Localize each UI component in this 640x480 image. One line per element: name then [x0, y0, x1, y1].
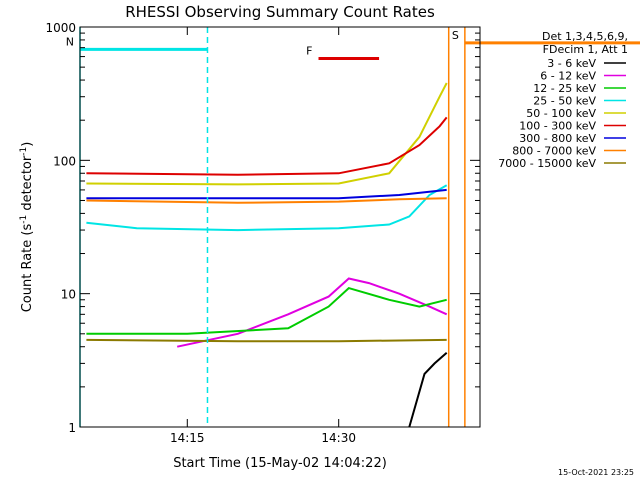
legend-label-50-100-kev: 50 - 100 keV	[526, 107, 596, 120]
y-axis-label: Count Rate (s-1 detector-1)	[19, 142, 35, 313]
series-6-12-kev	[176, 277, 448, 348]
series-25-50-kev-line-1	[86, 184, 448, 232]
series-12-25-kev-line-1	[86, 286, 447, 335]
y-tick-label-1000: 1000	[45, 21, 76, 35]
y-axis-label-prefix: Count Rate (s	[20, 224, 35, 313]
series-3-6-kev-line-1	[408, 352, 448, 428]
x-axis-label: Start Time (15-May-02 14:04:22)	[173, 456, 387, 471]
legend-label-300-800-kev: 300 - 800 keV	[519, 132, 596, 145]
series-800-7000-kev-line-1	[86, 197, 447, 204]
series-300-800-kev	[86, 188, 447, 200]
series-7000-15000-kev-line-1	[86, 338, 447, 343]
y-axis-label-superscript-2: -1	[19, 147, 29, 156]
legend-label-100-300-kev: 100 - 300 keV	[519, 120, 596, 133]
series-50-100-kev-line-1	[86, 82, 448, 186]
series-12-25-kev	[86, 286, 447, 335]
legend-label-25-50-kev: 25 - 50 keV	[533, 95, 596, 108]
y-axis-label-suffix: )	[20, 142, 35, 147]
series-100-300-kev	[86, 116, 448, 176]
flag-label-s-1: S	[452, 29, 459, 42]
series-25-50-kev	[86, 184, 448, 232]
legend-label-7000-15000-kev: 7000 - 15000 keV	[498, 157, 596, 170]
series-layer	[86, 82, 448, 428]
generation-timestamp: 15-Oct-2021 23:25	[558, 468, 634, 477]
series-100-300-kev-line-1	[86, 116, 448, 176]
series-300-800-kev-line-1	[86, 188, 447, 200]
flag-label-n-1: N	[66, 35, 74, 48]
series-3-6-kev	[408, 352, 448, 428]
legend-header-line-2: FDecim 1, Att 1	[543, 43, 628, 56]
y-tick-label-100: 100	[53, 154, 76, 168]
series-800-7000-kev	[86, 197, 447, 204]
legend-label-6-12-kev: 6 - 12 keV	[540, 70, 596, 83]
chart-title: RHESSI Observing Summary Count Rates	[125, 3, 435, 21]
series-7000-15000-kev	[86, 338, 447, 343]
y-axis-label-middle: detector	[20, 155, 35, 215]
flag-label-f-1: F	[306, 45, 312, 58]
legend-header-line-1: Det 1,3,4,5,6,9,	[542, 30, 628, 43]
legend-label-800-7000-kev: 800 - 7000 keV	[512, 145, 596, 158]
x-tick-label-14-30: 14:30	[321, 431, 356, 445]
series-6-12-kev-line-1	[176, 277, 448, 348]
y-tick-label-10: 10	[61, 288, 76, 302]
y-tick-label-1: 1	[68, 421, 76, 435]
legend: Det 1,3,4,5,6,9, FDecim 1, Att 1 3 - 6 k…	[498, 30, 628, 170]
x-tick-label-14-15: 14:15	[170, 431, 205, 445]
y-axis-label-superscript-1: -1	[19, 215, 29, 224]
plot-frame	[79, 26, 481, 428]
axis-layer: 14:15 14:30 1 10 100 1000	[45, 21, 480, 445]
series-50-100-kev	[86, 82, 448, 186]
flag-layer: NNSF	[66, 29, 640, 61]
legend-label-12-25-kev: 12 - 25 keV	[533, 82, 596, 95]
legend-label-3-6-kev: 3 - 6 keV	[547, 57, 596, 70]
